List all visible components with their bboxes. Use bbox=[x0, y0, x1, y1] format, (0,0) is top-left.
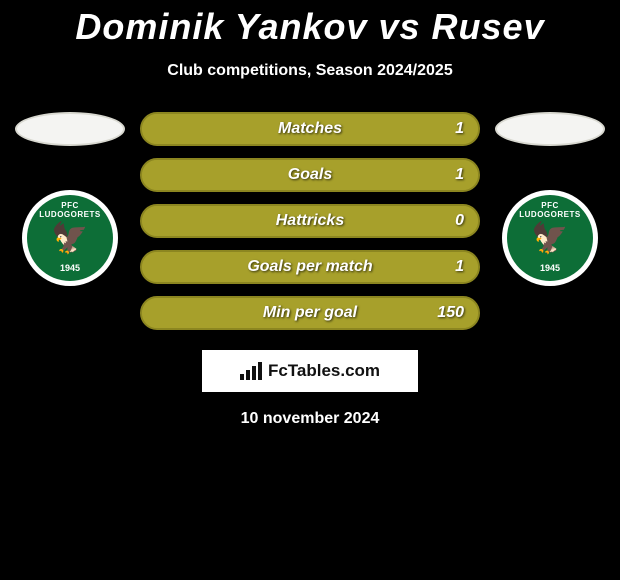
stat-row: Goals per match 1 bbox=[140, 250, 480, 284]
right-club-badge: PFC LUDOGORETS 🦅 1945 bbox=[502, 190, 598, 286]
stat-bars: Matches 1 Goals 1 Hattricks 0 Goals per match 1… bbox=[140, 112, 480, 330]
stat-label: Hattricks bbox=[276, 212, 344, 230]
left-side: PFC LUDOGORETS 🦅 1945 bbox=[10, 112, 130, 286]
date-label: 10 november 2024 bbox=[0, 410, 620, 428]
stat-row: Goals 1 bbox=[140, 158, 480, 192]
right-side: PFC LUDOGORETS 🦅 1945 bbox=[490, 112, 610, 286]
left-club-year: 1945 bbox=[60, 263, 80, 273]
stat-label: Matches bbox=[278, 120, 342, 138]
stat-value-right: 1 bbox=[455, 120, 464, 138]
stat-value-right: 1 bbox=[455, 258, 464, 276]
brand-text: FcTables.com bbox=[268, 361, 380, 381]
left-club-badge-inner: PFC LUDOGORETS 🦅 1945 bbox=[27, 195, 113, 281]
bar-chart-icon bbox=[240, 362, 262, 380]
stat-row: Matches 1 bbox=[140, 112, 480, 146]
right-club-badge-inner: PFC LUDOGORETS 🦅 1945 bbox=[507, 195, 593, 281]
brand-box[interactable]: FcTables.com bbox=[202, 350, 418, 392]
left-club-badge: PFC LUDOGORETS 🦅 1945 bbox=[22, 190, 118, 286]
stat-label: Goals bbox=[288, 166, 332, 184]
stat-label: Goals per match bbox=[247, 258, 372, 276]
comparison-layout: PFC LUDOGORETS 🦅 1945 Matches 1 Goals 1 Hatt… bbox=[0, 112, 620, 330]
stat-value-right: 0 bbox=[455, 212, 464, 230]
subtitle: Club competitions, Season 2024/2025 bbox=[0, 62, 620, 80]
eagle-icon: 🦅 bbox=[531, 224, 568, 254]
eagle-icon: 🦅 bbox=[51, 224, 88, 254]
page-title: Dominik Yankov vs Rusev bbox=[0, 0, 620, 48]
stat-row: Hattricks 0 bbox=[140, 204, 480, 238]
left-club-name: PFC LUDOGORETS bbox=[39, 201, 100, 219]
right-club-name: PFC LUDOGORETS bbox=[519, 201, 580, 219]
stat-value-right: 1 bbox=[455, 166, 464, 184]
right-club-year: 1945 bbox=[540, 263, 560, 273]
right-player-portrait bbox=[495, 112, 605, 146]
stat-label: Min per goal bbox=[263, 304, 357, 322]
left-player-portrait bbox=[15, 112, 125, 146]
stat-row: Min per goal 150 bbox=[140, 296, 480, 330]
stat-value-right: 150 bbox=[437, 304, 464, 322]
